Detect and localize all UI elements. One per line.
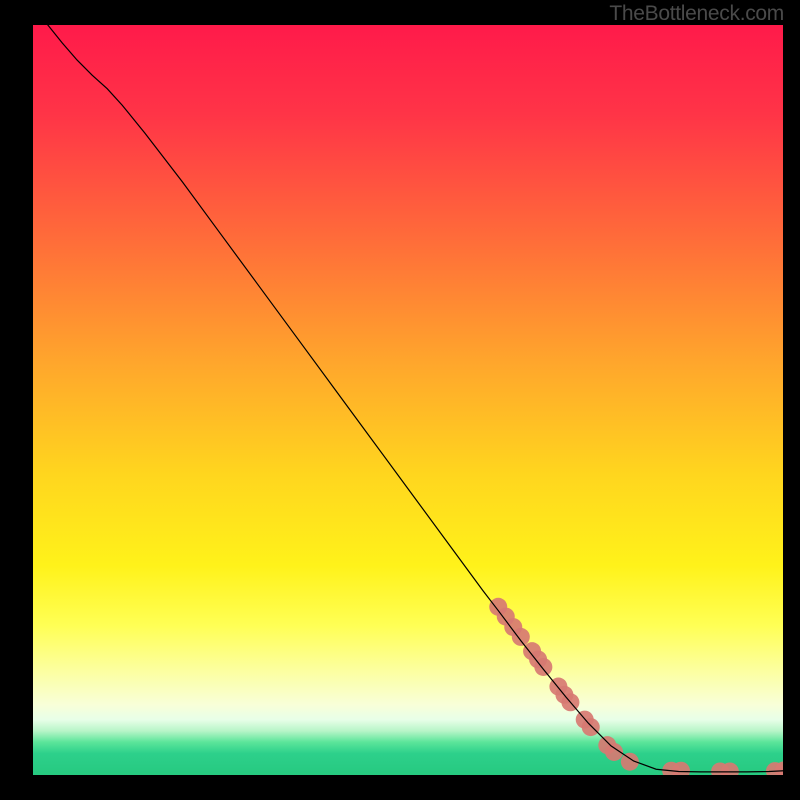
chart-marker — [512, 628, 530, 646]
chart-background — [32, 24, 784, 776]
chart-plot-area — [32, 24, 784, 776]
watermark-text: TheBottleneck.com — [609, 2, 784, 26]
chart-marker — [582, 718, 600, 736]
chart-svg — [32, 24, 784, 776]
